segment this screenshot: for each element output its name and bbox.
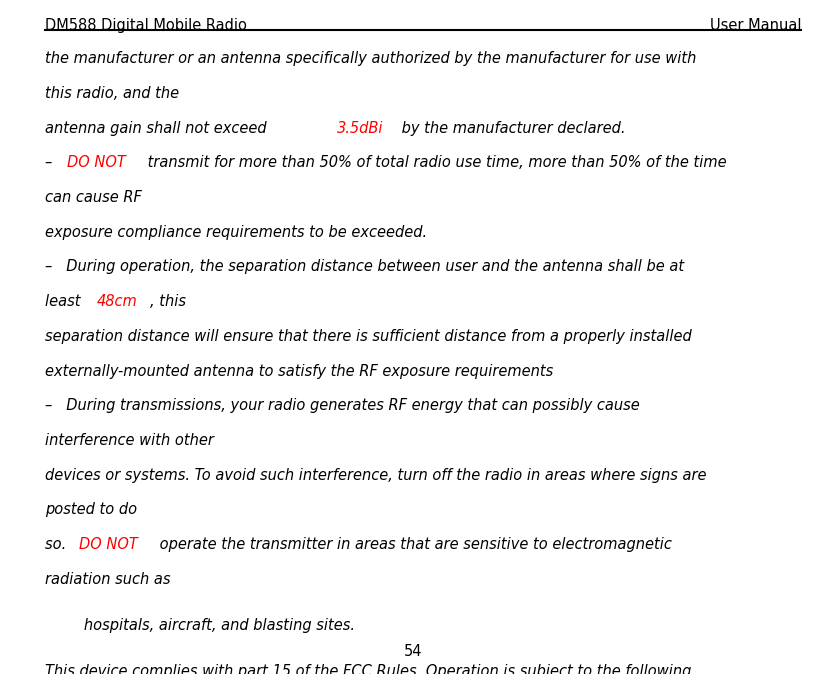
Text: DO NOT: DO NOT	[67, 155, 126, 171]
Text: this radio, and the: this radio, and the	[45, 86, 179, 101]
Text: User Manual: User Manual	[710, 18, 801, 32]
Text: separation distance will ensure that there is sufficient distance from a properl: separation distance will ensure that the…	[45, 329, 692, 344]
Text: 48cm: 48cm	[97, 294, 138, 309]
Text: This device complies with part 15 of the FCC Rules. Operation is subject to the : This device complies with part 15 of the…	[45, 663, 692, 674]
Text: interference with other: interference with other	[45, 433, 214, 448]
Text: operate the transmitter in areas that are sensitive to electromagnetic: operate the transmitter in areas that ar…	[154, 537, 672, 552]
Text: –: –	[45, 155, 62, 171]
Text: least: least	[45, 294, 86, 309]
Text: –   During transmissions, your radio generates RF energy that can possibly cause: – During transmissions, your radio gener…	[45, 398, 640, 413]
Text: 54: 54	[404, 644, 422, 659]
Text: DM588 Digital Mobile Radio: DM588 Digital Mobile Radio	[45, 18, 247, 32]
Text: the manufacturer or an antenna specifically authorized by the manufacturer for u: the manufacturer or an antenna specifica…	[45, 51, 697, 66]
Text: , this: , this	[150, 294, 186, 309]
Text: transmit for more than 50% of total radio use time, more than 50% of the time: transmit for more than 50% of total radi…	[143, 155, 726, 171]
Text: devices or systems. To avoid such interference, turn off the radio in areas wher: devices or systems. To avoid such interf…	[45, 468, 707, 483]
Text: antenna gain shall not exceed: antenna gain shall not exceed	[45, 121, 272, 135]
Text: posted to do: posted to do	[45, 502, 138, 518]
Text: hospitals, aircraft, and blasting sites.: hospitals, aircraft, and blasting sites.	[70, 617, 355, 633]
Text: radiation such as: radiation such as	[45, 572, 171, 587]
Text: by the manufacturer declared.: by the manufacturer declared.	[397, 121, 626, 135]
Text: –   During operation, the separation distance between user and the antenna shall: – During operation, the separation dista…	[45, 259, 685, 274]
Text: 3.5dBi: 3.5dBi	[337, 121, 384, 135]
Text: externally-mounted antenna to satisfy the RF exposure requirements: externally-mounted antenna to satisfy th…	[45, 363, 553, 379]
Text: so.: so.	[45, 537, 71, 552]
Text: can cause RF: can cause RF	[45, 190, 142, 205]
Text: DO NOT: DO NOT	[78, 537, 138, 552]
Text: exposure compliance requirements to be exceeded.: exposure compliance requirements to be e…	[45, 224, 428, 240]
